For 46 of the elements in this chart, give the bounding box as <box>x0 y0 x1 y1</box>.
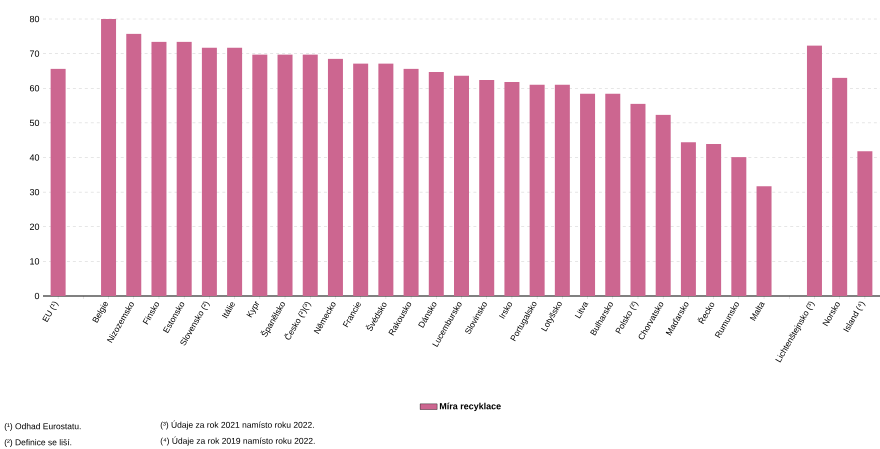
bar <box>353 64 368 296</box>
bar <box>530 84 545 296</box>
bar <box>101 19 116 296</box>
bar <box>656 114 671 296</box>
y-tick-label: 40 <box>30 154 40 161</box>
text: (¹) Odhad Eurostatu. <box>4 423 81 431</box>
y-tick-label: 50 <box>30 120 40 126</box>
x-tick-label: EU (¹) <box>42 302 59 322</box>
bar <box>328 58 343 296</box>
bar <box>504 82 520 296</box>
bar <box>832 78 848 296</box>
bar <box>680 142 696 296</box>
bar <box>151 42 166 296</box>
y-tick-label: 10 <box>30 258 40 265</box>
bar <box>278 54 293 296</box>
bar <box>706 144 722 296</box>
bar <box>454 76 470 296</box>
bar <box>176 42 192 296</box>
bar <box>302 54 318 296</box>
bar <box>554 84 570 296</box>
y-tick-label: 60 <box>30 85 40 92</box>
bar <box>202 48 217 296</box>
bar <box>404 68 419 296</box>
text: (³) Údaje za rok 2021 namísto roku 2022. <box>160 420 314 430</box>
bar <box>378 64 394 296</box>
bar <box>479 80 494 296</box>
legend-label: Míra recyklace <box>440 402 501 412</box>
y-tick-label: 0 <box>34 292 40 300</box>
y-tick-label: 30 <box>30 188 40 196</box>
bar <box>580 94 596 296</box>
bar <box>605 94 620 296</box>
bar <box>806 46 822 296</box>
y-tick-label: 70 <box>30 50 40 57</box>
bar <box>50 68 66 296</box>
y-tick-label: 80 <box>30 16 40 22</box>
bar <box>428 72 444 296</box>
bar <box>630 104 646 296</box>
bar <box>227 48 242 296</box>
bar <box>731 157 746 296</box>
bar <box>756 186 772 296</box>
text: (⁴) Údaje za rok 2019 namísto roku 2022. <box>160 436 315 446</box>
bar <box>126 34 142 296</box>
bar <box>252 54 268 296</box>
bar <box>857 151 872 296</box>
y-tick-label: 20 <box>30 224 40 230</box>
text: (²) Definice se liší. <box>4 439 72 447</box>
